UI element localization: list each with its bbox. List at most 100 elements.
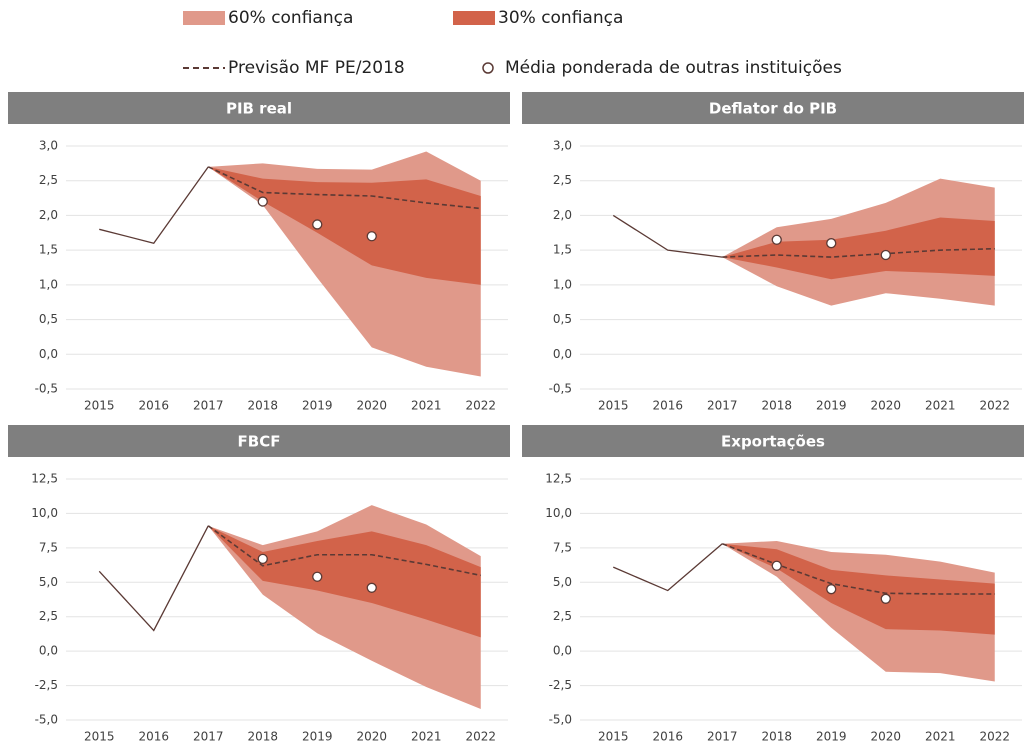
panel-title: PIB real: [226, 100, 292, 118]
legend-swatch: [453, 11, 495, 25]
y-tick-label: -2,5: [549, 678, 572, 692]
panel: PIB real -0,5 0,0 0,5 1,0 1,5 2,0 2,5 3,0 2015 201…: [8, 92, 510, 413]
x-tick-label: 2016: [652, 399, 683, 413]
legend-label: Previsão MF PE/2018: [228, 58, 405, 78]
x-tick-label: 2022: [465, 730, 496, 744]
history-line: [98, 525, 209, 632]
y-tick-label: -0,5: [35, 382, 58, 396]
institution-point: [771, 560, 782, 571]
institution-point: [826, 584, 837, 595]
x-tick-label: 2022: [979, 399, 1010, 413]
x-tick-label: 2018: [247, 399, 278, 413]
y-tick-label: 2,0: [553, 208, 572, 222]
y-tick-label: 7,5: [553, 540, 572, 554]
institution-point: [312, 219, 323, 230]
band-30: [208, 166, 481, 285]
panel-title: Exportações: [721, 433, 825, 451]
x-tick-label: 2016: [138, 399, 169, 413]
institution-point: [366, 582, 377, 593]
x-tick-label: 2019: [816, 399, 847, 413]
y-tick-label: 3,0: [39, 139, 58, 153]
history-line: [612, 543, 723, 592]
x-tick-label: 2016: [138, 730, 169, 744]
institution-point: [880, 249, 891, 261]
y-tick-label: 1,0: [39, 277, 58, 291]
x-tick-label: 2020: [356, 399, 387, 413]
legend-label: 30% confiança: [498, 8, 623, 28]
y-tick-label: 0,0: [553, 347, 572, 361]
history-line: [612, 214, 723, 258]
institution-point: [826, 238, 837, 249]
institution-point: [880, 593, 891, 604]
y-tick-label: 1,5: [553, 243, 572, 257]
y-tick-label: 12,5: [31, 472, 58, 486]
x-tick-label: 2017: [707, 730, 738, 744]
x-tick-label: 2018: [761, 730, 792, 744]
x-tick-label: 2019: [302, 730, 333, 744]
y-tick-label: 5,0: [39, 575, 58, 589]
x-tick-label: 2021: [925, 399, 956, 413]
x-tick-label: 2015: [598, 399, 629, 413]
x-tick-label: 2018: [761, 399, 792, 413]
y-tick-label: 3,0: [553, 139, 572, 153]
panel: Exportações -5,0 -2,5 0,0 2,5 5,0 7,5 10,0 12,5 2…: [522, 425, 1024, 744]
y-tick-label: 0,0: [39, 644, 58, 658]
panel-header: [8, 425, 510, 457]
y-tick-label: 12,5: [545, 472, 572, 486]
panel-header: [8, 92, 510, 124]
x-tick-label: 2016: [652, 730, 683, 744]
institution-point: [366, 231, 377, 242]
x-tick-label: 2022: [465, 399, 496, 413]
x-tick-label: 2022: [979, 730, 1010, 744]
institution-point: [312, 571, 323, 582]
x-tick-label: 2015: [598, 730, 629, 744]
panel: FBCF -5,0 -2,5 0,0 2,5 5,0 7,5 10,0 12,5 2015 2016…: [8, 425, 510, 744]
x-tick-label: 2021: [925, 730, 956, 744]
x-tick-label: 2019: [302, 399, 333, 413]
x-tick-label: 2021: [411, 730, 442, 744]
legend-swatch: [482, 62, 494, 74]
x-tick-label: 2018: [247, 730, 278, 744]
y-tick-label: 0,0: [553, 644, 572, 658]
y-tick-label: -5,0: [549, 713, 572, 727]
legend-swatch: [183, 11, 225, 25]
y-tick-label: 0,5: [39, 312, 58, 326]
institution-point: [257, 553, 268, 565]
y-tick-label: 5,0: [553, 575, 572, 589]
x-tick-label: 2020: [870, 730, 901, 744]
x-tick-label: 2020: [870, 399, 901, 413]
panel-header: [522, 425, 1024, 457]
band-30: [208, 525, 481, 638]
x-tick-label: 2021: [411, 399, 442, 413]
x-tick-label: 2015: [84, 399, 115, 413]
institution-point: [771, 234, 782, 245]
x-tick-label: 2019: [816, 730, 847, 744]
x-tick-label: 2017: [193, 399, 224, 413]
y-tick-label: 0,0: [39, 347, 58, 361]
y-tick-label: 1,5: [39, 243, 58, 257]
forecast-line: [722, 247, 995, 258]
y-tick-label: -2,5: [35, 678, 58, 692]
institution-point: [257, 196, 268, 207]
legend-label: Média ponderada de outras instituições: [505, 58, 842, 78]
y-tick-label: 2,5: [39, 173, 58, 187]
panel-title: FBCF: [238, 433, 281, 451]
y-tick-label: -0,5: [549, 382, 572, 396]
y-tick-label: 2,5: [553, 609, 572, 623]
panel-header: [522, 92, 1024, 124]
y-tick-label: -5,0: [35, 713, 58, 727]
forecast-line: [207, 525, 481, 577]
forecast-line: [207, 166, 481, 210]
y-tick-label: 1,0: [553, 277, 572, 291]
y-tick-label: 7,5: [39, 540, 58, 554]
legend-label: 60% confiança: [228, 8, 353, 28]
forecast-line: [721, 542, 995, 595]
history-line: [99, 166, 209, 244]
y-tick-label: 2,5: [39, 609, 58, 623]
x-tick-label: 2020: [356, 730, 387, 744]
x-tick-label: 2017: [707, 399, 738, 413]
y-tick-label: 0,5: [553, 312, 572, 326]
panel: Deflator do PIB -0,5 0,0 0,5 1,0 1,5 2,0 2,5 3,0…: [522, 92, 1024, 413]
y-tick-label: 2,0: [39, 208, 58, 222]
